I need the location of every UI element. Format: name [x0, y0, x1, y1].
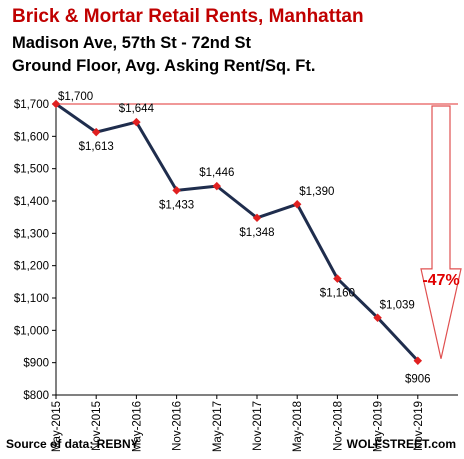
y-tick-label: $1,100 — [14, 293, 49, 305]
data-label: $1,160 — [320, 288, 355, 300]
data-label: $1,644 — [119, 103, 155, 115]
y-tick-label: $1,600 — [14, 131, 49, 143]
source-note: Source of data: REBNY — [6, 437, 139, 451]
x-tick-label: Nov-2015 — [91, 401, 103, 451]
x-tick-label: Nov-2016 — [172, 401, 184, 451]
data-label: $1,700 — [58, 91, 93, 103]
y-tick-label: $1,400 — [14, 196, 49, 208]
data-point — [172, 186, 181, 195]
decline-arrow — [420, 105, 462, 359]
data-label: $1,446 — [199, 167, 234, 179]
reference-layer: -47% — [56, 103, 462, 359]
data-point — [413, 356, 423, 365]
data-label: $1,348 — [239, 227, 274, 239]
y-tick-label: $1,500 — [14, 164, 49, 176]
y-tick-label: $900 — [23, 358, 49, 370]
data-point — [51, 99, 61, 109]
data-point — [292, 199, 302, 209]
chart-subtitle-location: Madison Ave, 57th St - 72nd St — [12, 34, 251, 52]
chart-title: Brick & Mortar Retail Rents, Manhattan — [12, 6, 364, 27]
data-label: $1,433 — [159, 199, 194, 211]
data-label: $906 — [405, 374, 431, 386]
data-point — [333, 274, 342, 283]
x-tick-label: Nov-2017 — [252, 401, 264, 451]
chart-axes: $800 $900 $1,000 $1,100 $1,200 $1,300 $1,400 $1… — [14, 99, 458, 452]
data-point — [373, 313, 382, 322]
series-layer — [51, 99, 423, 365]
series-line — [55, 102, 419, 362]
data-label: $1,039 — [380, 300, 415, 312]
data-point — [212, 181, 222, 191]
data-point — [132, 117, 141, 127]
y-tick-label: $1,700 — [14, 99, 49, 111]
x-tick-label: May-2015 — [51, 401, 63, 452]
data-point — [252, 213, 262, 223]
y-tick-label: $1,300 — [14, 228, 49, 240]
x-tick-label: Nov-2019 — [413, 401, 425, 451]
percent-change-label: -47% — [422, 272, 459, 289]
x-tick-label: May-2018 — [292, 401, 304, 452]
x-tick-label: Nov-2018 — [332, 401, 344, 451]
x-tick-label: May-2016 — [131, 401, 143, 452]
data-label: $1,613 — [79, 141, 114, 153]
data-label: $1,390 — [299, 186, 334, 198]
brand-label: WOLFSTREET.com — [346, 437, 456, 451]
chart-subtitle-metric: Ground Floor, Avg. Asking Rent/Sq. Ft. — [12, 57, 316, 75]
x-tick-label: May-2019 — [373, 401, 385, 452]
data-label-layer: $1,700 $1,613 $1,644 $1,433 $1,446 $1,348 $1,3… — [58, 91, 431, 386]
x-tick-label: May-2017 — [212, 401, 224, 452]
y-tick-label: $800 — [23, 390, 49, 402]
y-tick-label: $1,000 — [14, 325, 49, 337]
y-tick-label: $1,200 — [14, 261, 49, 273]
data-point — [91, 127, 101, 137]
